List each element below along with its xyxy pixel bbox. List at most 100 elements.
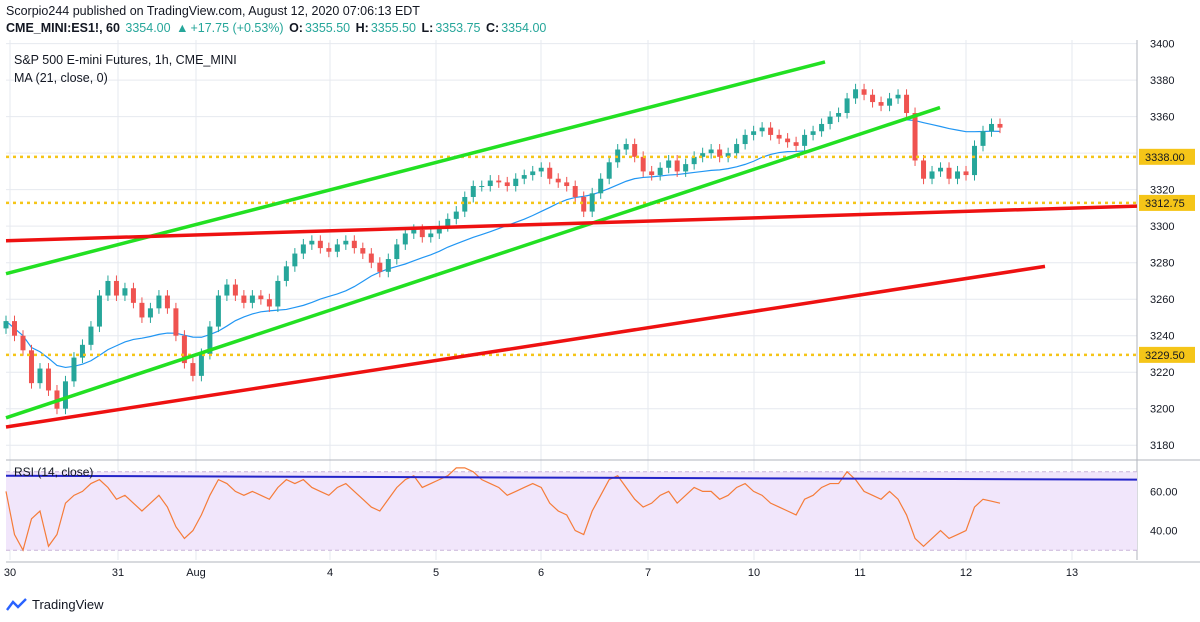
candle bbox=[632, 144, 638, 157]
candle bbox=[368, 253, 374, 263]
candle bbox=[130, 288, 136, 303]
price-tick-label: 3280 bbox=[1150, 258, 1174, 270]
rsi-line bbox=[5, 467, 1001, 552]
candle bbox=[963, 171, 969, 176]
time-tick-label: 31 bbox=[112, 567, 124, 579]
candle bbox=[683, 164, 689, 172]
footer-brand[interactable]: TradingView bbox=[6, 597, 104, 612]
ma-indicator-label: MA (21, close, 0) bbox=[14, 71, 108, 85]
candle bbox=[71, 357, 77, 382]
candle bbox=[428, 233, 434, 238]
price-tick-label: 3360 bbox=[1150, 112, 1174, 124]
candle bbox=[725, 153, 731, 157]
candle bbox=[462, 196, 468, 212]
candle bbox=[394, 244, 400, 260]
candle bbox=[810, 131, 816, 135]
candle bbox=[258, 295, 264, 300]
candle bbox=[980, 131, 986, 146]
candle bbox=[181, 335, 187, 364]
time-axis[interactable]: 30 31 Aug 4 5 6 7 10 11 12 13 bbox=[4, 567, 1078, 579]
price-tick-label: 3200 bbox=[1150, 404, 1174, 416]
price-tick-label: 3220 bbox=[1150, 367, 1174, 379]
candle bbox=[513, 178, 519, 187]
candle bbox=[870, 94, 876, 103]
chart-title: S&P 500 E-mini Futures, 1h, CME_MINI bbox=[14, 53, 237, 67]
price-label: 3338.00 bbox=[1145, 152, 1185, 164]
candle bbox=[742, 134, 748, 145]
last-price: 3354.00 bbox=[125, 21, 171, 35]
candle bbox=[844, 98, 850, 114]
symbol[interactable]: CME_MINI:ES1!, 60 bbox=[6, 21, 120, 35]
candle bbox=[20, 335, 26, 351]
candle bbox=[266, 299, 272, 307]
low-label: L: bbox=[421, 21, 434, 35]
candle bbox=[411, 229, 417, 234]
price-axis[interactable]: 3180320032203240326032803300332033403360… bbox=[1139, 39, 1195, 538]
symbol-line: CME_MINI:ES1!, 60 3354.00 ▲ +17.75 (+0.53… bbox=[6, 20, 548, 37]
chart-header: Scorpio244 published on TradingView.com,… bbox=[6, 3, 548, 37]
candle bbox=[453, 211, 459, 219]
candle bbox=[666, 160, 672, 168]
time-tick-label: 6 bbox=[538, 567, 544, 579]
candle bbox=[912, 113, 918, 161]
candle bbox=[207, 326, 213, 354]
trendlines bbox=[5, 60, 1138, 429]
candle bbox=[334, 244, 340, 252]
price-tick-label: 3240 bbox=[1150, 331, 1174, 343]
candle bbox=[776, 134, 782, 139]
time-tick-label: 12 bbox=[960, 567, 972, 579]
candle bbox=[300, 244, 306, 254]
candle bbox=[377, 262, 383, 272]
price-label-bg bbox=[1139, 194, 1195, 211]
candle bbox=[564, 182, 570, 187]
candle bbox=[759, 127, 765, 132]
candle bbox=[887, 98, 893, 106]
open-value: 3355.50 bbox=[304, 21, 351, 35]
rsi-trendline bbox=[5, 474, 1138, 481]
candle bbox=[156, 295, 162, 309]
candle bbox=[292, 253, 298, 267]
candle bbox=[198, 353, 204, 376]
candle bbox=[487, 180, 493, 187]
candle bbox=[309, 240, 315, 245]
candle bbox=[938, 167, 944, 172]
candle bbox=[674, 160, 680, 172]
candle bbox=[326, 248, 332, 252]
candle bbox=[173, 308, 179, 336]
candle bbox=[504, 182, 510, 187]
candle bbox=[734, 144, 740, 154]
candle bbox=[232, 284, 238, 296]
rsi-pane bbox=[5, 467, 1138, 552]
candle bbox=[649, 171, 655, 176]
candle bbox=[717, 149, 723, 157]
trendline bbox=[5, 60, 826, 276]
candle bbox=[79, 344, 85, 358]
candle bbox=[700, 153, 706, 157]
high-label: H: bbox=[355, 21, 369, 35]
candle bbox=[997, 123, 1003, 128]
candle bbox=[419, 229, 425, 238]
candle bbox=[105, 280, 111, 296]
candle bbox=[3, 321, 9, 329]
candle bbox=[351, 240, 357, 249]
price-label: 3229.50 bbox=[1145, 350, 1185, 362]
published-line: Scorpio244 published on TradingView.com,… bbox=[6, 4, 420, 18]
time-tick-label: 30 bbox=[4, 567, 16, 579]
candle bbox=[530, 171, 536, 176]
price-tick-label: 3380 bbox=[1150, 75, 1174, 87]
candle bbox=[929, 171, 935, 179]
time-tick-label: Aug bbox=[186, 567, 206, 579]
open-label: O: bbox=[289, 21, 303, 35]
candle bbox=[139, 302, 145, 318]
candle bbox=[190, 363, 196, 376]
candle bbox=[164, 295, 170, 309]
candle bbox=[691, 156, 697, 165]
candle bbox=[589, 193, 595, 212]
candle bbox=[547, 167, 553, 179]
candle bbox=[708, 149, 714, 154]
candle bbox=[606, 162, 612, 179]
candle bbox=[343, 240, 349, 245]
candle bbox=[249, 295, 255, 303]
candles bbox=[3, 83, 1003, 415]
